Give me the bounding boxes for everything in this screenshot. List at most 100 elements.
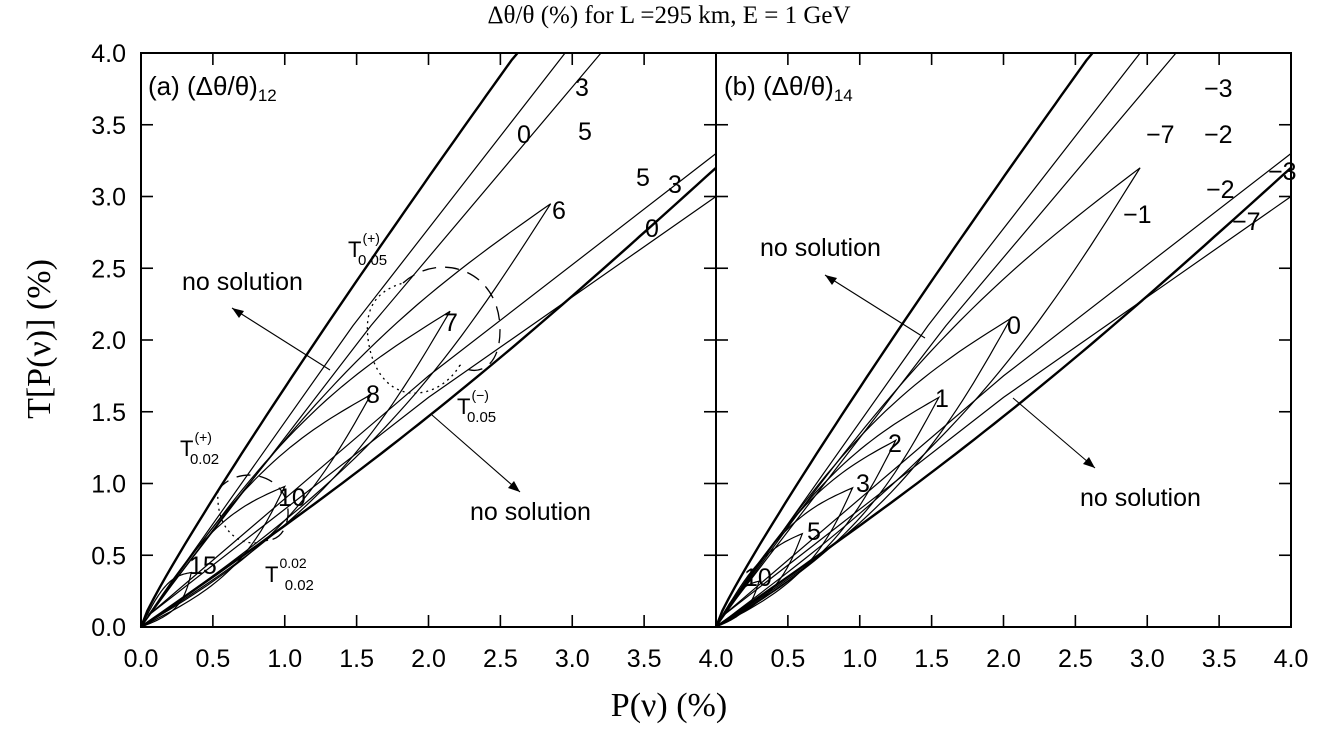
contour-label: −3 (1268, 158, 1297, 186)
panel-b-contour-labels: −3 −7 −2 −1 0 1 2 3 5 10 −3 −2 −7 (744, 75, 1297, 592)
contour-line (722, 52, 1141, 616)
x-tick-label: 3.0 (1130, 645, 1165, 673)
contour-label: 3 (575, 74, 589, 102)
panel-b-curves (714, 52, 1292, 628)
contour-label: 15 (189, 552, 217, 580)
y-tick-label: 0.0 (91, 614, 126, 642)
circle-t005-minus (366, 282, 461, 394)
x-tick-label: 2.5 (483, 645, 518, 673)
contour-label: 6 (552, 197, 566, 225)
x-tick-label: 2.0 (411, 645, 446, 673)
contour-line (715, 167, 1141, 628)
y-tick-label: 2.5 (91, 255, 126, 283)
contour-label: −2 (1206, 176, 1235, 204)
circle-label-t002-plus: T(+) 0.02 (180, 429, 219, 468)
contour-label: 3 (668, 171, 682, 199)
contour-line (722, 153, 1292, 616)
contour-label: 10 (744, 564, 772, 592)
panel-b: −3 −7 −2 −1 0 1 2 3 5 10 −3 −2 −7 (b) (Δ… (714, 52, 1297, 628)
annotation-no-solution: no solution (1080, 484, 1201, 512)
x-axis-label: P(ν) (%) (611, 687, 727, 724)
contour-label: 8 (366, 381, 380, 409)
y-tick-label: 1.0 (91, 471, 126, 499)
panel-a-label: (a) (Δθ/θ)12 (148, 71, 277, 105)
boundary-curve (140, 166, 717, 628)
contour-line (722, 52, 1177, 616)
contour-label: 7 (444, 309, 458, 337)
y-tick-label: 0.5 (91, 542, 126, 570)
axis-ticks: 0.0 0.5 1.0 1.5 2.0 2.5 3.0 3.5 4.0 0.5 1.0 1.5 2.0 2… (91, 40, 1308, 673)
circle-t005-plus (402, 266, 501, 372)
y-tick-label: 2.0 (91, 327, 126, 355)
contour-label: 1 (935, 385, 949, 413)
contour-line (140, 392, 373, 628)
boundary-curve (139, 52, 519, 628)
contour-label: −3 (1204, 75, 1233, 103)
panel-b-frame (715, 52, 1292, 628)
x-tick-label: 2.5 (1058, 645, 1093, 673)
contour-label: 0 (517, 121, 531, 149)
circle-label-t002-minus: T0.02 0.02 (265, 555, 314, 594)
boundary-curve (714, 52, 1094, 628)
x-tick-label: 4.0 (1274, 645, 1309, 673)
contour-label: −1 (1123, 201, 1152, 229)
contour-label: 5 (636, 164, 650, 192)
contour-label: 3 (856, 470, 870, 498)
panel-a-contour-labels: 0 3 5 6 7 8 10 15 5 3 0 (189, 74, 682, 580)
contour-line (715, 532, 804, 628)
x-tick-label: 0.5 (195, 645, 230, 673)
contour-label: 5 (578, 118, 592, 146)
x-tick-label: 3.5 (627, 645, 662, 673)
y-tick-label: 4.0 (91, 40, 126, 68)
contour-label: 2 (888, 430, 902, 458)
contour-line (147, 196, 717, 616)
x-tick-label: 1.5 (339, 645, 374, 673)
contour-line (147, 153, 717, 616)
y-tick-label: 3.0 (91, 184, 126, 212)
annotation-no-solution: no solution (182, 268, 303, 296)
contour-line (147, 52, 602, 616)
contour-label: 10 (278, 484, 306, 512)
contour-line (715, 317, 1012, 628)
x-tick-label: 2.0 (986, 645, 1021, 673)
circle-label-t005-plus: T(+) 0.05 (348, 230, 387, 269)
contour-label: 0 (1007, 312, 1021, 340)
contour-line (140, 571, 193, 628)
x-tick-label: 0.5 (770, 645, 805, 673)
x-tick-label: 3.0 (555, 645, 590, 673)
boundary-curve (715, 166, 1292, 628)
panel-a-curves (139, 52, 717, 628)
y-tick-label: 3.5 (91, 112, 126, 140)
contour-line (147, 52, 566, 616)
contour-label: 5 (807, 518, 821, 546)
contour-line (715, 486, 854, 628)
circle-t002-minus (217, 489, 269, 544)
x-tick-label: 1.0 (842, 645, 877, 673)
x-tick-label: 4.0 (699, 645, 734, 673)
x-tick-label: 1.0 (267, 645, 302, 673)
panel-b-arrows (824, 274, 1096, 469)
contour-line (715, 580, 760, 628)
y-axis-label: T[P(ν)] (%) (21, 259, 58, 419)
contour-line (722, 196, 1292, 616)
annotation-no-solution: no solution (470, 498, 591, 526)
panel-a-arrows (231, 307, 521, 493)
panel-a: 0 3 5 6 7 8 10 15 5 3 0 (a) (Δθ/θ)12 no … (139, 52, 717, 628)
x-tick-label: 1.5 (914, 645, 949, 673)
panel-a-frame (140, 52, 717, 628)
x-tick-label: 0.0 (124, 645, 159, 673)
contour-line (140, 310, 451, 628)
circle-t002-plus (217, 474, 289, 541)
contour-label: −7 (1146, 121, 1175, 149)
chart-title: Δθ/θ (%) for L =295 km, E = 1 GeV (487, 2, 850, 29)
circle-label-t005-minus: T(−) 0.05 (457, 387, 496, 426)
contour-label: −7 (1232, 208, 1261, 236)
circle-labels: T(+) 0.05 T(−) 0.05 T(+) 0.02 T0.02 0.02 (180, 230, 496, 594)
panel-a-circles (217, 266, 501, 544)
contour-label: −2 (1204, 121, 1233, 149)
y-tick-label: 1.5 (91, 399, 126, 427)
annotation-no-solution: no solution (760, 234, 881, 262)
panel-b-label: (b) (Δθ/θ)14 (724, 71, 853, 105)
x-tick-label: 3.5 (1202, 645, 1237, 673)
